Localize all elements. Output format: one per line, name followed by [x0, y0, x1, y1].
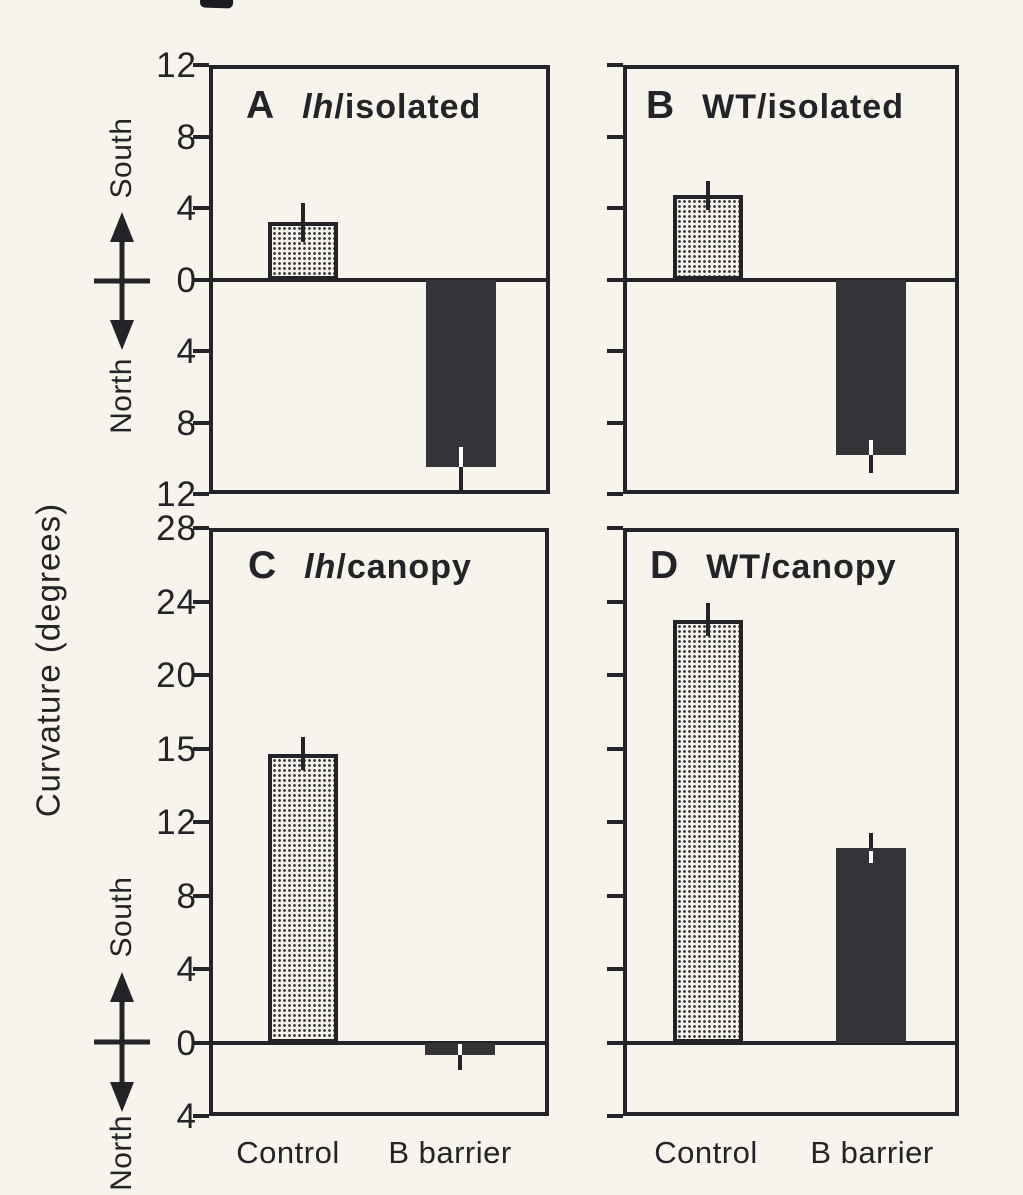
panel-title-text: WT/isolated [702, 88, 904, 126]
y-axis-tick [607, 673, 623, 677]
error-bar [459, 467, 463, 490]
error-bar-inner [459, 447, 463, 467]
y-tick-label: 20 [156, 656, 197, 695]
y-axis-tick [193, 1114, 209, 1118]
y-axis-tick [607, 894, 623, 898]
error-bar [458, 1055, 462, 1070]
zero-baseline [209, 278, 550, 282]
y-tick-label: 8 [176, 118, 197, 157]
y-axis-tick [193, 492, 209, 496]
y-axis-tick [607, 421, 623, 425]
panel-letter: B [646, 84, 675, 127]
panel-letter: C [248, 544, 277, 587]
y-tick-label: 0 [176, 1024, 197, 1063]
y-axis-tick [193, 1041, 209, 1045]
panel-title-text: lh/isolated [302, 88, 482, 126]
y-tick-label: 12 [156, 803, 197, 842]
bar-control [268, 754, 338, 1043]
panel-title-d: D WT/canopy [650, 546, 897, 585]
y-tick-label: 4 [176, 1097, 197, 1136]
error-bar-inner [869, 440, 873, 455]
y-axis-tick [193, 206, 209, 210]
x-category-label: Control [654, 1135, 758, 1170]
south-north-arrow-icon [94, 212, 150, 350]
panel-frame-d [623, 528, 959, 1116]
y-tick-label: 8 [176, 877, 197, 916]
error-bar [706, 603, 710, 636]
panel-title-text: WT/canopy [706, 548, 897, 586]
bar-b-barrier [426, 280, 496, 467]
zero-baseline [623, 1041, 959, 1045]
y-axis-tick [607, 600, 623, 604]
y-axis-tick [607, 349, 623, 353]
y-axis-tick [607, 820, 623, 824]
y-axis-tick [193, 349, 209, 353]
error-bar [301, 737, 305, 770]
y-tick-label: 28 [156, 509, 197, 548]
zero-baseline [623, 278, 959, 282]
y-tick-label: 15 [156, 730, 197, 769]
y-axis-tick [193, 747, 209, 751]
panel-letter: D [650, 544, 679, 587]
south-north-arrow-icon [94, 972, 150, 1112]
y-axis-tick [193, 820, 209, 824]
y-axis-tick [193, 135, 209, 139]
bar-control [673, 195, 743, 280]
y-axis-tick [193, 894, 209, 898]
error-bar [301, 203, 305, 242]
y-axis-tick [607, 747, 623, 751]
y-axis-title: Curvature (degrees) [29, 502, 67, 818]
y-axis-tick [607, 278, 623, 282]
y-axis-tick [193, 967, 209, 971]
y-axis-tick [607, 492, 623, 496]
y-tick-label: 4 [176, 950, 197, 989]
y-tick-label: 12 [156, 475, 197, 514]
y-axis-tick [193, 63, 209, 67]
y-axis-tick [607, 1114, 623, 1118]
scan-artifact [199, 0, 234, 9]
y-axis-tick [193, 526, 209, 530]
y-axis-tick [193, 600, 209, 604]
x-category-label: B barrier [810, 1135, 934, 1170]
x-category-label: Control [236, 1135, 340, 1170]
panel-frame-c [209, 528, 549, 1116]
y-axis-tick [607, 63, 623, 67]
bar-control [673, 620, 743, 1043]
zero-baseline [209, 1041, 549, 1045]
y-axis-tick [193, 278, 209, 282]
panel-title-text: lh/canopy [304, 548, 472, 586]
y-axis-tick [193, 673, 209, 677]
error-bar [869, 455, 873, 473]
y-axis-tick [607, 526, 623, 530]
error-bar-inner [458, 1044, 462, 1056]
y-tick-label: 12 [156, 46, 197, 85]
y-axis-tick [607, 206, 623, 210]
y-axis-tick [193, 421, 209, 425]
panel-title-b: B WT/isolated [646, 86, 904, 125]
bar-b-barrier [836, 848, 906, 1043]
y-tick-label: 24 [156, 583, 197, 622]
error-bar [706, 181, 710, 210]
panel-letter: A [246, 84, 275, 127]
y-tick-label: 8 [176, 404, 197, 443]
y-tick-label: 0 [176, 261, 197, 300]
x-category-label: B barrier [388, 1135, 512, 1170]
y-tick-label: 4 [176, 189, 197, 228]
error-bar-inner [869, 851, 873, 863]
y-tick-label: 4 [176, 332, 197, 371]
y-axis-tick [607, 1041, 623, 1045]
bar-b-barrier [836, 280, 906, 455]
y-axis-tick [607, 135, 623, 139]
error-bar [869, 833, 873, 848]
y-axis-tick [607, 967, 623, 971]
